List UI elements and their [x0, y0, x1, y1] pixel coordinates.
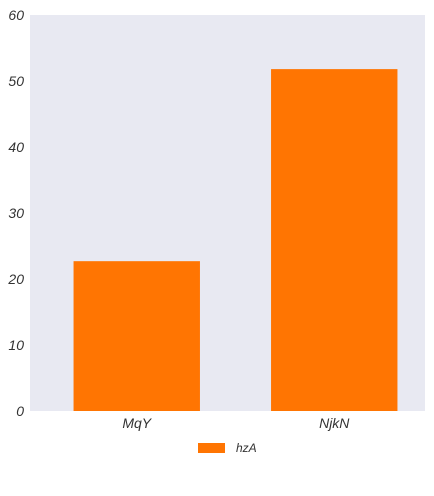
y-tick-label: 20: [7, 271, 24, 287]
bars-group: [73, 69, 398, 412]
x-axis-ticks: MqY NjkN: [122, 415, 350, 431]
bar-njkn: [271, 69, 398, 412]
y-axis-ticks: 0 10 20 30 40 50 60: [7, 7, 24, 419]
legend-label-hza: hzA: [236, 441, 257, 455]
legend-swatch-hza: [198, 443, 225, 453]
y-tick-label: 60: [8, 7, 24, 23]
x-tick-label: MqY: [122, 415, 152, 431]
y-tick-label: 30: [8, 205, 24, 221]
y-tick-label: 40: [8, 139, 24, 155]
bar-mqy: [73, 261, 200, 411]
legend: hzA: [198, 441, 257, 455]
y-tick-label: 0: [16, 403, 24, 419]
y-tick-label: 10: [8, 337, 24, 353]
x-tick-label: NjkN: [319, 415, 350, 431]
y-tick-label: 50: [8, 73, 24, 89]
